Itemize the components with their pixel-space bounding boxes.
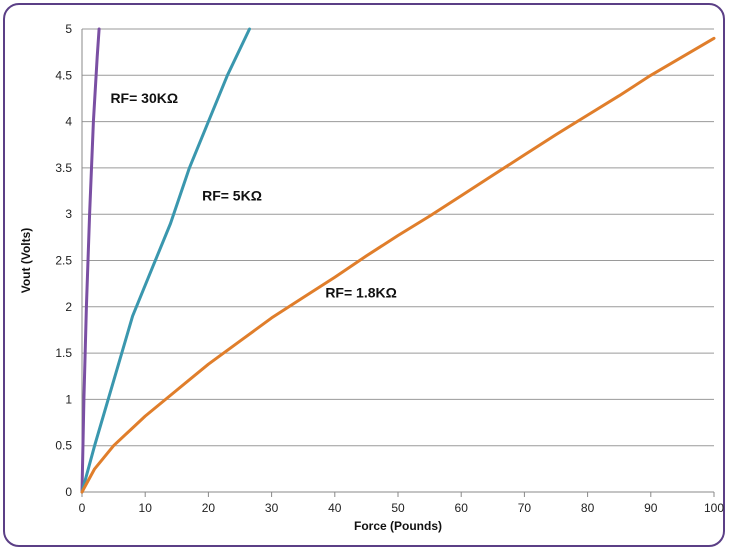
y-tick-label: 3 [65, 207, 72, 221]
y-tick-label: 5 [65, 22, 72, 36]
chart-frame [3, 3, 725, 547]
x-tick-label: 60 [455, 501, 469, 515]
series-line-0 [80, 27, 101, 494]
y-tick-label: 0.5 [55, 439, 72, 453]
x-axis-title: Force (Pounds) [354, 519, 442, 533]
series-line-2 [80, 36, 716, 494]
y-tick-label: 0 [65, 485, 72, 499]
y-tick-label: 2 [65, 300, 72, 314]
series-annotations: RF= 30KΩ RF= 5KΩ RF= 1.8KΩ [110, 90, 396, 300]
series-line-1 [80, 27, 251, 494]
x-tick-label: 0 [79, 501, 86, 515]
y-tick-label: 1 [65, 392, 72, 406]
series-label: RF= 5KΩ [202, 187, 262, 203]
x-tick-label: 100 [704, 501, 724, 515]
x-tick-label: 80 [581, 501, 595, 515]
x-tick-label: 30 [265, 501, 279, 515]
y-tick-label: 1.5 [55, 346, 72, 360]
x-tick-label: 90 [644, 501, 658, 515]
x-tick-label: 40 [328, 501, 342, 515]
y-axis-title: Vout (Volts) [19, 228, 33, 294]
series-label: RF= 1.8KΩ [325, 285, 397, 301]
y-tick-label: 4 [65, 115, 72, 129]
gridlines [82, 28, 714, 447]
x-tick-label: 20 [202, 501, 216, 515]
y-tick-label: 4.5 [55, 68, 72, 82]
y-tick-label: 3.5 [55, 161, 72, 175]
y-tick-label: 2.5 [55, 254, 72, 268]
series-lines [80, 27, 716, 494]
x-tick-label: 70 [518, 501, 532, 515]
x-tick-label: 10 [139, 501, 153, 515]
x-tick-label: 50 [391, 501, 405, 515]
series-label: RF= 30KΩ [110, 90, 178, 106]
tick-labels: 00.511.522.533.544.550 10 20 30 40 50 60 70 80 90… [55, 22, 724, 515]
